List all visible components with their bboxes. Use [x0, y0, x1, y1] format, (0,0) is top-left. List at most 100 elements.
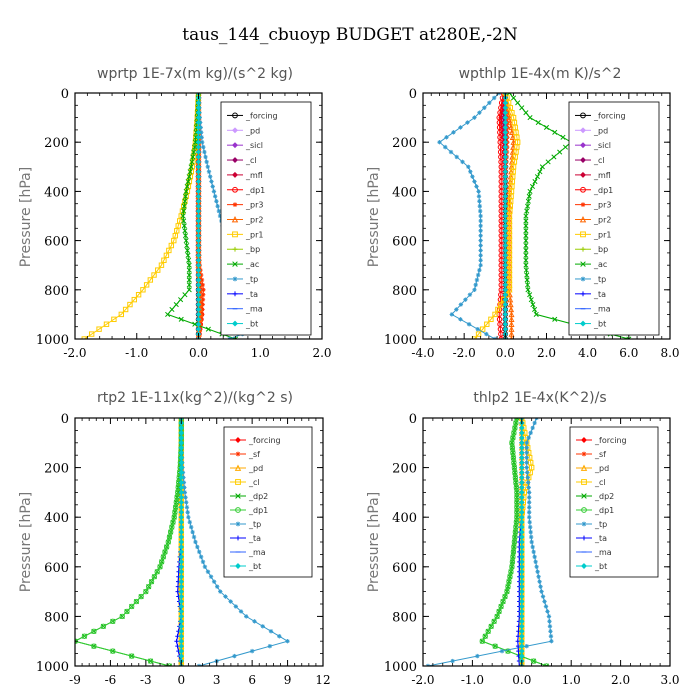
- data-point: [513, 484, 520, 491]
- data-point: [191, 144, 198, 150]
- data-point: [477, 110, 482, 115]
- y-tick-label: 200: [44, 462, 69, 477]
- data-point: [528, 464, 535, 471]
- data-point: [200, 559, 206, 565]
- y-tick-label: 400: [392, 185, 417, 200]
- data-point: [497, 139, 503, 145]
- data-point: [205, 164, 210, 169]
- data-point: [508, 129, 515, 136]
- data-point: [530, 544, 535, 550]
- data-point: [507, 301, 514, 308]
- legend-entry: _dp2: [230, 492, 268, 501]
- y-tick-label: 1000: [384, 333, 417, 348]
- y-tick-label: 200: [44, 136, 69, 151]
- data-point: [472, 287, 477, 292]
- data-point: [527, 500, 532, 505]
- y-tick-label: 200: [392, 462, 417, 477]
- data-point: [523, 233, 529, 239]
- legend-entry: _pd: [227, 126, 260, 135]
- data-point: [172, 504, 179, 510]
- data-point: [182, 228, 188, 234]
- data-point: [478, 228, 483, 233]
- data-point: [505, 648, 511, 654]
- legend-label: _bp: [245, 245, 260, 254]
- legend-box: [223, 426, 313, 578]
- x-tick-label: 1.0: [562, 673, 581, 687]
- data-point: [508, 306, 515, 313]
- series-dp2: [75, 418, 184, 666]
- data-point: [536, 574, 541, 579]
- data-point: [484, 331, 489, 337]
- legend-entry: _pr1: [575, 230, 611, 239]
- data-point: [529, 183, 536, 190]
- data-point: [512, 474, 519, 481]
- data-point: [128, 603, 135, 610]
- data-point: [475, 331, 482, 337]
- data-point: [138, 593, 144, 600]
- data-point: [547, 624, 553, 629]
- panel-title: rtp2 1E-11x(kg^2)/(kg^2 s): [97, 390, 293, 406]
- legend-label: _bt: [248, 562, 261, 571]
- data-point: [202, 564, 208, 569]
- data-point: [205, 326, 211, 332]
- data-point: [511, 430, 517, 436]
- series-line: [498, 93, 504, 339]
- data-point: [233, 604, 239, 609]
- legend-entry: _bp: [227, 245, 260, 254]
- data-point: [192, 321, 198, 327]
- data-point: [482, 105, 487, 110]
- data-point: [497, 134, 503, 140]
- data-point: [478, 253, 483, 258]
- plot-area: [75, 418, 290, 666]
- legend: _forcing _pd _sicl _cl _mfl _dp1 _pr3 _pr2 _pr1 _…: [220, 101, 312, 336]
- data-point: [143, 588, 149, 595]
- y-axis-label: Pressure [hPa]: [18, 492, 34, 592]
- legend-marker: [580, 112, 586, 119]
- data-point: [537, 169, 543, 175]
- legend-marker: [231, 215, 239, 223]
- data-point: [193, 539, 198, 545]
- data-point: [200, 302, 205, 307]
- x-tick-label: 3.0: [660, 673, 679, 687]
- series-bt: [195, 93, 202, 339]
- panel-thlp2: thlp2 1E-4x(K^2)/s Pressure [hPa] 0 200 40…: [366, 390, 680, 687]
- data-point: [524, 272, 530, 278]
- data-point: [510, 169, 516, 175]
- data-point: [184, 505, 190, 510]
- data-point: [478, 208, 483, 214]
- legend: _forcing _sf _pd _cl _dp2 _dp1 _tp _ta _ma _bt: [223, 426, 313, 578]
- legend-marker: [581, 451, 587, 457]
- data-point: [477, 203, 483, 209]
- data-point: [514, 139, 521, 145]
- data-point: [199, 135, 204, 140]
- data-point: [185, 510, 190, 515]
- data-point: [171, 514, 177, 520]
- legend-label: _dp1: [248, 506, 268, 515]
- y-axis-label: Pressure [hPa]: [18, 167, 34, 267]
- data-point: [479, 326, 486, 332]
- data-point: [179, 208, 186, 214]
- legend-marker: [580, 231, 586, 238]
- data-point: [509, 564, 515, 570]
- data-point: [188, 169, 195, 175]
- data-point: [186, 515, 191, 520]
- data-point: [277, 634, 282, 639]
- data-point: [158, 559, 165, 565]
- legend-marker: [232, 291, 238, 297]
- data-point: [506, 114, 513, 121]
- legend-marker: [232, 231, 238, 238]
- data-point: [497, 129, 503, 136]
- data-point: [495, 306, 501, 313]
- y-tick-label: 400: [44, 185, 69, 200]
- data-point: [509, 178, 516, 185]
- data-point: [201, 287, 206, 292]
- data-point: [513, 479, 519, 486]
- legend-marker: [581, 493, 587, 499]
- legend-marker: [235, 521, 241, 527]
- data-point: [182, 490, 188, 495]
- data-point: [191, 534, 197, 540]
- data-point: [218, 589, 223, 594]
- legend-label: _dp1: [593, 186, 613, 195]
- data-point: [143, 282, 150, 288]
- data-point: [505, 583, 511, 590]
